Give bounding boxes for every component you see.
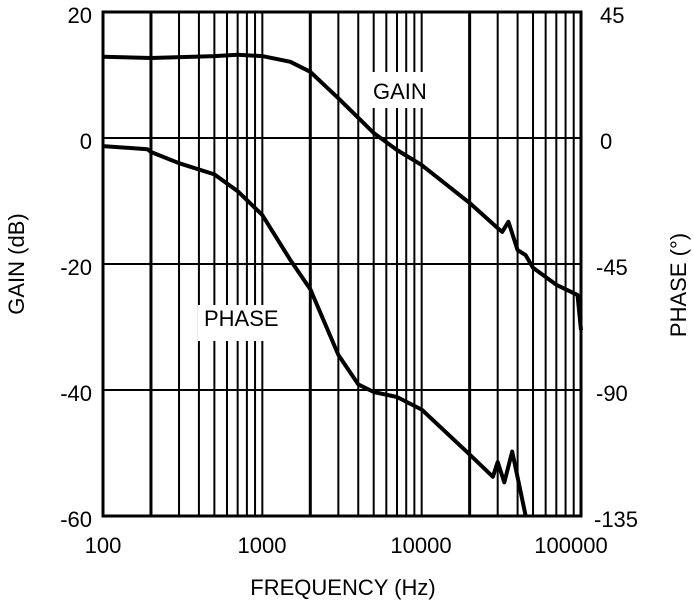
gain-curve <box>102 52 583 331</box>
y2-tick: -45 <box>596 255 628 280</box>
phase-label-bg <box>198 305 304 341</box>
y-tick: -40 <box>60 381 92 406</box>
y2-tick: -135 <box>594 507 638 532</box>
y2-tick: -90 <box>596 381 628 406</box>
x-axis-ticks: 100 1000 10000 100000 <box>85 533 608 558</box>
y2-tick: 0 <box>600 129 612 154</box>
y2-axis-ticks: 45 0 -45 -90 -135 <box>594 3 638 532</box>
x-tick: 100000 <box>534 533 607 558</box>
grid-lines <box>103 12 581 516</box>
plot-frame <box>101 10 583 518</box>
curves <box>102 52 583 517</box>
y-tick: -60 <box>60 507 92 532</box>
x-tick: 1000 <box>238 533 287 558</box>
gain-label: GAIN <box>373 79 427 104</box>
x-tick: 100 <box>85 533 122 558</box>
y-tick: -20 <box>60 255 92 280</box>
y2-tick: 45 <box>600 3 624 28</box>
y-tick: 0 <box>80 129 92 154</box>
x-tick: 10000 <box>390 533 451 558</box>
y-axis-ticks: 20 0 -20 -40 -60 <box>60 3 92 532</box>
x-axis-title: FREQUENCY (Hz) <box>250 575 435 600</box>
gain-label-bg <box>366 72 444 108</box>
y-tick: 20 <box>68 3 92 28</box>
phase-label: PHASE <box>204 306 279 331</box>
y2-axis-title: PHASE (°) <box>666 233 691 337</box>
y-axis-title: GAIN (dB) <box>4 213 29 314</box>
phase-curve <box>102 144 528 517</box>
